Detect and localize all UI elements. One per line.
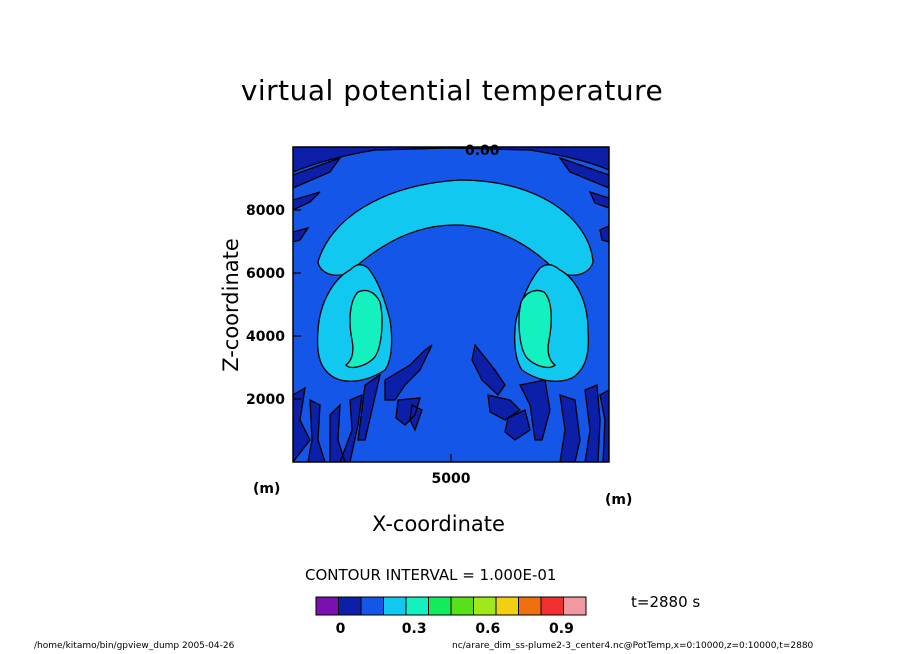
colorbar-cell-10 <box>540 596 564 616</box>
footer-left: /home/kitamo/bin/gpview_dump 2005-04-26 <box>34 641 235 651</box>
x-ticks: 5000 <box>432 454 471 487</box>
colorbar-cell-5 <box>428 596 452 616</box>
plot-field <box>293 147 609 462</box>
colorbar-cell-11 <box>563 596 587 616</box>
x-tick-label-0: 5000 <box>432 471 471 487</box>
colorbar: 0 0.3 0.6 0.9 <box>315 596 587 637</box>
colorbar-cell-2 <box>360 596 384 616</box>
colorbar-label-1: 0.3 <box>402 621 427 637</box>
chart-title: virtual potential temperature <box>240 74 664 107</box>
y-ticks: 2000 4000 6000 8000 <box>246 203 301 408</box>
x-axis-unit: (m) <box>253 481 281 497</box>
colorbar-cell-1 <box>338 596 362 616</box>
region-negative-patches <box>293 147 609 462</box>
colorbar-cell-9 <box>518 596 542 616</box>
colorbar-cell-7 <box>473 596 497 616</box>
footer-right: nc/arare_dim_ss-plume2-3_center4.nc@PotT… <box>452 641 814 651</box>
y-tick-label-2: 6000 <box>246 266 285 282</box>
y-tick-label-1: 4000 <box>246 329 285 345</box>
y-axis-unit: (m) <box>605 492 633 508</box>
colorbar-cell-0 <box>315 596 339 616</box>
colorbar-cell-4 <box>405 596 429 616</box>
colorbar-label-0: 0 <box>336 621 346 637</box>
y-tick-label-0: 2000 <box>246 392 285 408</box>
colorbar-cell-6 <box>450 596 474 616</box>
colorbar-label-2: 0.6 <box>475 621 500 637</box>
time-label: t=2880 s <box>631 593 701 611</box>
region-right-core <box>518 289 556 369</box>
x-axis-label: X-coordinate <box>372 512 505 536</box>
colorbar-cell-8 <box>495 596 519 616</box>
colorbar-cell-3 <box>383 596 407 616</box>
colorbar-label-3: 0.9 <box>549 621 574 637</box>
region-left-core <box>345 289 383 369</box>
contour-interval-label: CONTOUR INTERVAL = 1.000E-01 <box>305 566 557 584</box>
y-tick-label-3: 8000 <box>246 203 285 219</box>
contour-value-label: 0.00 <box>465 143 500 159</box>
